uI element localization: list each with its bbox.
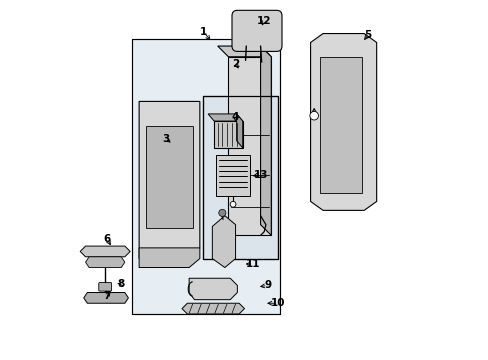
Text: 4: 4 <box>231 112 239 122</box>
Text: 9: 9 <box>264 280 271 291</box>
FancyBboxPatch shape <box>99 283 111 291</box>
Polygon shape <box>319 57 362 193</box>
Text: 10: 10 <box>271 298 285 308</box>
Polygon shape <box>83 293 128 303</box>
Polygon shape <box>207 114 242 121</box>
Text: 8: 8 <box>118 279 124 289</box>
Text: 13: 13 <box>253 170 267 180</box>
Polygon shape <box>132 39 280 314</box>
Polygon shape <box>236 114 242 148</box>
Circle shape <box>309 111 318 120</box>
FancyBboxPatch shape <box>231 10 282 51</box>
Polygon shape <box>189 278 237 300</box>
Text: 3: 3 <box>162 134 169 144</box>
Text: 11: 11 <box>245 259 260 269</box>
Circle shape <box>218 209 225 216</box>
Polygon shape <box>214 121 242 148</box>
Polygon shape <box>228 57 271 235</box>
Text: 6: 6 <box>103 234 110 244</box>
Polygon shape <box>139 248 200 267</box>
Polygon shape <box>260 46 271 235</box>
Polygon shape <box>203 96 278 258</box>
Polygon shape <box>146 126 192 228</box>
Text: 7: 7 <box>103 291 110 301</box>
Text: 1: 1 <box>200 27 206 37</box>
Polygon shape <box>139 102 200 258</box>
Circle shape <box>230 202 235 207</box>
Polygon shape <box>217 46 271 57</box>
Polygon shape <box>216 155 249 196</box>
Text: 2: 2 <box>231 59 239 69</box>
Text: 12: 12 <box>256 16 271 26</box>
Polygon shape <box>212 216 235 267</box>
Polygon shape <box>85 257 124 267</box>
Text: 5: 5 <box>364 30 370 40</box>
Polygon shape <box>182 303 244 314</box>
Polygon shape <box>310 33 376 210</box>
Polygon shape <box>80 246 130 257</box>
